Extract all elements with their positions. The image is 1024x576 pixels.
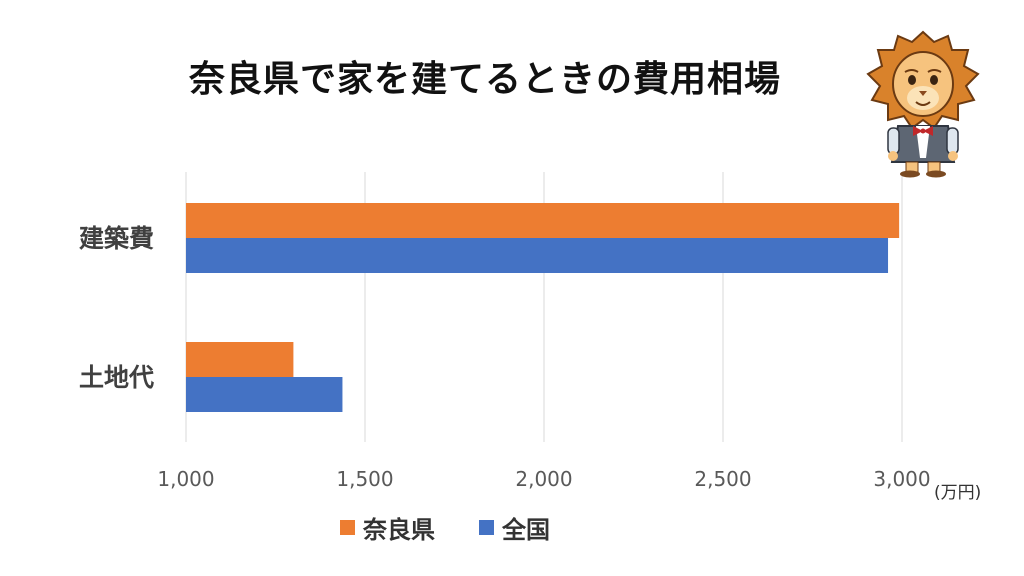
bar xyxy=(186,377,343,412)
legend-swatch-nara xyxy=(340,520,355,535)
y-category-label: 土地代 xyxy=(79,363,154,392)
legend-item-national: 全国 xyxy=(479,510,550,545)
bar xyxy=(186,342,294,377)
bar xyxy=(186,238,889,273)
x-tick-label: 1,000 xyxy=(157,467,214,491)
x-tick-label: 1,500 xyxy=(336,467,393,491)
legend: 奈良県 全国 xyxy=(340,510,550,545)
legend-item-nara: 奈良県 xyxy=(340,510,435,545)
lion-mascot-illustration xyxy=(866,30,980,178)
x-axis-unit: (万円) xyxy=(934,483,982,503)
y-category-label: 建築費 xyxy=(79,224,154,253)
chart-title: 奈良県で家を建てるときの費用相場 xyxy=(188,59,781,100)
legend-label-national: 全国 xyxy=(502,516,550,544)
legend-swatch-national xyxy=(479,520,494,535)
x-tick-label: 2,500 xyxy=(694,467,751,491)
bar xyxy=(186,203,900,238)
legend-label-nara: 奈良県 xyxy=(363,516,435,544)
x-tick-label: 3,000 xyxy=(873,467,930,491)
x-tick-label: 2,000 xyxy=(515,467,572,491)
